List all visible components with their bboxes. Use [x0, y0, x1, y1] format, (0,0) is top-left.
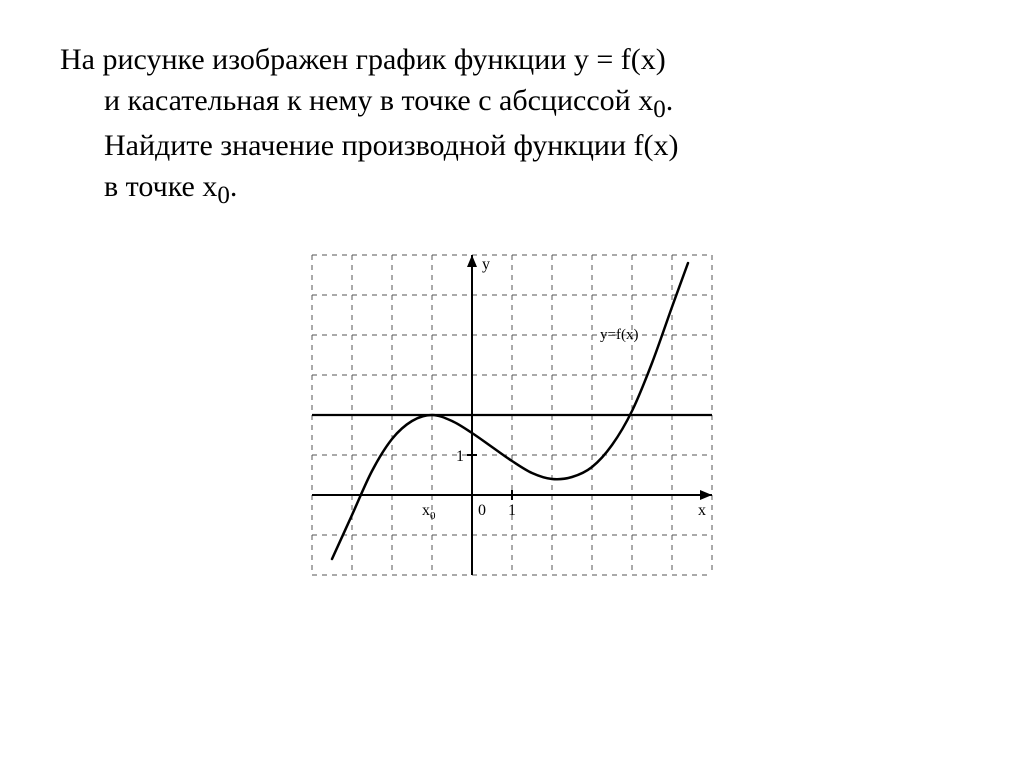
- svg-text:x: x: [698, 502, 706, 519]
- svg-text:1: 1: [508, 502, 516, 519]
- text-line-2b: .: [666, 84, 674, 117]
- text-line-4a: в точке x: [104, 170, 217, 203]
- svg-text:y=f(x): y=f(x): [600, 327, 638, 343]
- text-line-2-sub: 0: [653, 96, 666, 123]
- problem-text: На рисунке изображен график функции y = …: [60, 40, 940, 213]
- text-line-4b: .: [230, 170, 238, 203]
- text-line-1: На рисунке изображен график функции y = …: [60, 43, 666, 76]
- svg-text:y: y: [482, 256, 490, 273]
- text-line-2a: и касательная к нему в точке с абсциссой…: [104, 84, 653, 117]
- chart-container: yx011x0y=f(x): [60, 253, 964, 577]
- svg-text:1: 1: [456, 448, 464, 465]
- text-line-4-sub: 0: [217, 182, 230, 209]
- slide: На рисунке изображен график функции y = …: [0, 0, 1024, 767]
- svg-text:0: 0: [478, 502, 486, 519]
- function-chart: yx011x0y=f(x): [310, 253, 714, 577]
- text-line-3: Найдите значение производной функции f(x…: [104, 129, 679, 162]
